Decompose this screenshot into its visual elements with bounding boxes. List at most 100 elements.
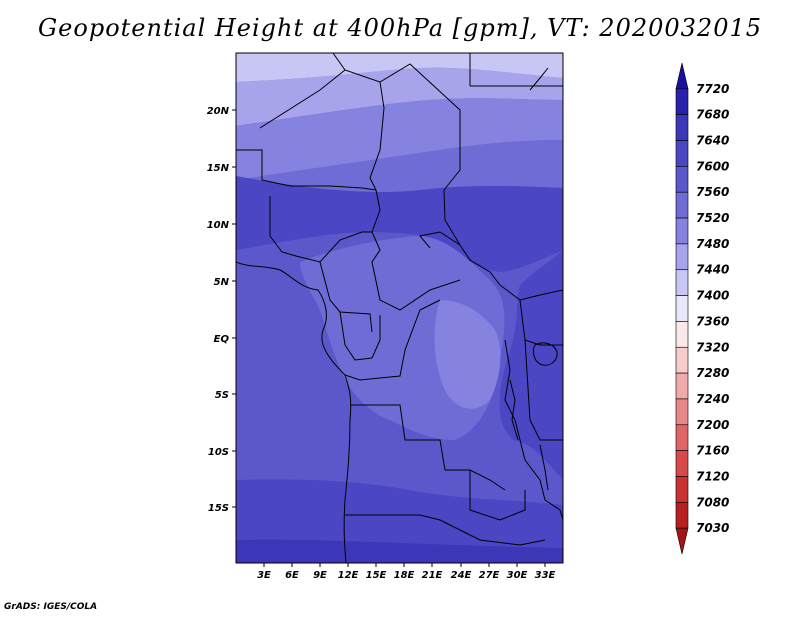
colorbar-swatch (675, 424, 689, 451)
colorbar-swatch (675, 476, 689, 503)
lat-tick-label: 5S (215, 390, 229, 401)
field-band-7440 (236, 53, 563, 82)
lon-tick: 6E (285, 563, 299, 581)
lon-tick: 30E (507, 563, 528, 581)
colorbar-label: 7280 (696, 366, 729, 380)
colorbar-label: 7600 (696, 159, 729, 173)
colorbar-label: 7120 (696, 469, 729, 483)
lon-tick-label: 30E (507, 570, 528, 581)
lon-tick-label: 24E (451, 570, 472, 581)
lon-tick-label: 18E (394, 570, 415, 581)
colorbar: 7720 7680 7640 7600 7560 7520 7480 7440 7400 7360… (675, 62, 729, 555)
border-ethiopia (499, 284, 563, 301)
colorbar-label: 7360 (696, 314, 729, 328)
colorbar-label: 7480 (696, 237, 729, 251)
colorbar-swatch (675, 191, 689, 219)
border-chad-car (371, 231, 461, 311)
border-great-lakes (504, 339, 526, 461)
lat-tick: 20N (207, 106, 236, 117)
lon-tick-label: 12E (338, 570, 359, 581)
lon-tick-label: 9E (313, 570, 327, 581)
lat-tick-label: 10S (208, 447, 229, 458)
colorbar-swatch (675, 398, 689, 426)
colorbar-swatch (675, 62, 689, 90)
field-band-7640-north (236, 176, 563, 272)
lake-victoria (532, 342, 558, 366)
colorbar-swatch (675, 502, 689, 529)
lat-tick: 15S (208, 503, 236, 514)
lat-tick-label: 15S (208, 503, 229, 514)
border-nigeria (269, 196, 363, 263)
colorbar-swatch (675, 527, 689, 555)
colorbar-swatch (675, 269, 689, 296)
lake-tanganyika (509, 379, 519, 441)
lat-tick: EQ (214, 334, 236, 345)
lon-axis: 3E 6E 9E 12E 15E 18E 21E 24E 27E 30E 33E (257, 563, 556, 581)
red-sea-coast (529, 67, 549, 91)
lat-tick-label: EQ (214, 334, 230, 345)
lon-tick-label: 15E (366, 570, 387, 581)
border-drc-west (344, 299, 441, 381)
colorbar-label: 7080 (696, 495, 729, 509)
colorbar-swatch (675, 321, 689, 348)
colorbar-label: 7200 (696, 418, 729, 432)
border-south-sudan (419, 231, 461, 249)
colorbar-swatch (675, 217, 689, 245)
colorbar-swatch (675, 372, 689, 400)
lon-tick: 18E (394, 563, 415, 581)
colorbar-label: 7400 (696, 289, 729, 303)
country-borders (236, 53, 563, 563)
colorbar-swatch (675, 243, 689, 271)
border-north-c (259, 69, 346, 129)
colorbar-swatch (675, 295, 689, 322)
lat-tick: 5N (214, 277, 236, 288)
colorbar-label: 7680 (696, 108, 729, 122)
colorbar-swatch (675, 346, 689, 374)
lat-tick: 10N (207, 220, 236, 231)
border-drc-angola (350, 404, 506, 491)
lon-tick: 9E (313, 563, 327, 581)
border-sudan (443, 189, 501, 286)
lat-tick-label: 20N (207, 106, 230, 117)
lon-tick: 33E (535, 563, 556, 581)
colorbar-swatch (675, 166, 689, 193)
lon-tick-label: 21E (422, 570, 443, 581)
border-tanzania (524, 339, 563, 441)
lat-axis: 20N 15N 10N 5N EQ 5S 10S 15S (207, 106, 236, 514)
coastline-west-africa (236, 261, 352, 563)
colorbar-label: 7520 (696, 211, 729, 225)
border-zambia (469, 470, 526, 521)
border-namibia (345, 514, 546, 546)
colorbar-label: 7640 (696, 134, 729, 148)
colorbar-swatch (675, 114, 689, 141)
colorbar-label: 7440 (696, 263, 729, 277)
colorbar-swatch (675, 450, 689, 477)
field-south-7680 (236, 539, 563, 563)
lon-tick-label: 6E (285, 570, 299, 581)
field-band-7480 (236, 67, 563, 126)
colorbar-swatch (675, 88, 689, 115)
lat-tick-label: 10N (207, 220, 230, 231)
lon-tick: 21E (422, 563, 443, 581)
border-north-b (379, 63, 461, 191)
grads-credit: GrADS: IGES/COLA (4, 602, 98, 612)
lat-tick: 15N (207, 163, 236, 174)
lake-malawi (539, 444, 549, 491)
lat-tick: 10S (208, 447, 236, 458)
lon-tick-label: 27E (479, 570, 500, 581)
colorbar-label: 7240 (696, 392, 729, 406)
border-mozambique (524, 459, 563, 521)
lat-tick-label: 5N (214, 277, 230, 288)
colorbar-label: 7720 (696, 82, 729, 96)
chart-title: Geopotential Height at 400hPa [gpm], VT:… (38, 14, 762, 42)
field-band-7560 (236, 140, 563, 193)
border-chad (362, 189, 381, 233)
lon-tick-label: 33E (535, 570, 556, 581)
colorbar-swatch (675, 140, 689, 167)
lon-tick: 3E (257, 563, 271, 581)
map-panel: 20N 15N 10N 5N EQ 5S 10S 15S 3E 6E 9E 12… (207, 52, 564, 581)
field-central-7520 (434, 300, 501, 409)
border-mali-niger (236, 149, 377, 191)
lon-tick: 27E (479, 563, 500, 581)
